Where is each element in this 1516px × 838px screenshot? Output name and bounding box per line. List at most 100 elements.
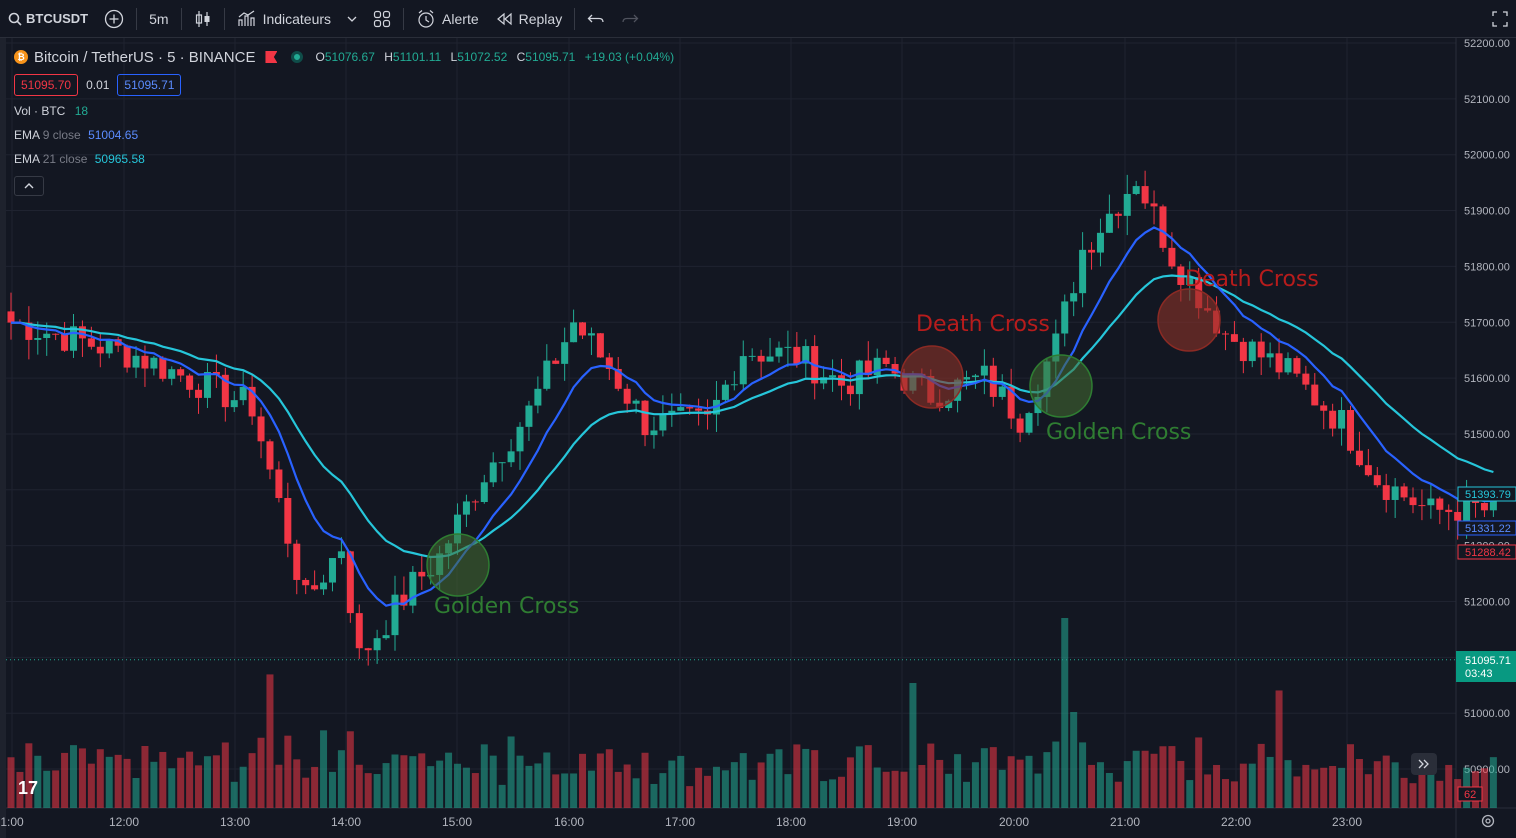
sell-price-button[interactable]: 51095.70 xyxy=(14,74,79,96)
golden-cross-label[interactable]: Golden Cross xyxy=(1046,420,1191,445)
candle-body xyxy=(1275,353,1283,373)
candle-body xyxy=(1016,418,1024,433)
volume-bar xyxy=(1088,764,1096,808)
candle-body xyxy=(337,551,345,559)
volume-bar xyxy=(1132,750,1140,808)
volume-bar xyxy=(230,781,238,808)
volume-bar xyxy=(1311,769,1319,808)
buy-price-button[interactable]: 51095.71 xyxy=(117,74,182,96)
candle-body xyxy=(650,430,658,436)
volume-bar xyxy=(311,766,319,808)
candle-body xyxy=(623,388,631,404)
indicator-ema21[interactable]: EMA 21 close 50965.58 xyxy=(14,152,145,166)
close-value: 51095.71 xyxy=(525,50,576,64)
volume-bar xyxy=(775,749,783,808)
volume-bar xyxy=(177,757,185,808)
fullscreen-button[interactable] xyxy=(1484,0,1516,38)
candle-body xyxy=(1141,186,1149,204)
candle-body xyxy=(605,357,613,369)
volume-bar xyxy=(328,771,336,808)
candle-body xyxy=(507,451,515,463)
golden-cross-marker[interactable] xyxy=(1029,354,1093,418)
volume-bar xyxy=(963,781,971,808)
volume-bar xyxy=(971,762,979,808)
candle-body xyxy=(1266,353,1274,358)
symbol-title[interactable]: Bitcoin / TetherUS · 5 · BINANCE xyxy=(34,48,256,66)
alert-button[interactable]: Alerte xyxy=(408,0,487,38)
volume-bar xyxy=(1293,776,1301,808)
death-cross-label[interactable]: Death Cross xyxy=(916,312,1050,337)
price-tick-label: 52000.00 xyxy=(1464,150,1510,162)
volume-bar xyxy=(1061,618,1069,808)
collapse-legend-button[interactable] xyxy=(14,176,44,196)
candle-body xyxy=(195,389,203,398)
volume-bar xyxy=(596,753,604,808)
volume-bar xyxy=(337,750,345,808)
candle-body xyxy=(1355,450,1363,466)
volume-bar xyxy=(1016,759,1024,808)
volume-bar xyxy=(918,764,926,808)
indicator-volume[interactable]: Vol · BTC 18 xyxy=(14,104,89,118)
indicators-button[interactable]: Indicateurs xyxy=(229,0,339,38)
time-tick-label: 22:00 xyxy=(1221,815,1251,829)
volume-bar xyxy=(641,752,649,808)
volume-bar xyxy=(1480,768,1488,808)
indicator-ema9[interactable]: EMA 9 close 51004.65 xyxy=(14,128,139,142)
volume-bar xyxy=(980,748,988,808)
time-tick-label: 1:00 xyxy=(0,815,24,829)
svg-text:51393.79: 51393.79 xyxy=(1465,489,1511,501)
chart-settings-button[interactable] xyxy=(1480,813,1496,834)
templates-button[interactable] xyxy=(365,0,399,38)
flag-icon[interactable] xyxy=(265,51,278,63)
time-tick-label: 14:00 xyxy=(331,815,361,829)
volume-bar xyxy=(498,784,506,808)
left-drawing-toolbar-edge xyxy=(0,38,6,838)
interval-button[interactable]: 5m xyxy=(149,10,169,27)
candle-body xyxy=(25,322,33,340)
candle-body xyxy=(1114,213,1122,216)
death-cross-label[interactable]: Death Cross xyxy=(1185,267,1319,292)
volume-bar xyxy=(462,767,470,808)
candle-body xyxy=(311,585,319,590)
tradingview-logo[interactable]: 17 xyxy=(18,778,39,798)
candle-body xyxy=(266,441,274,470)
price-tick-label: 51200.00 xyxy=(1464,597,1510,609)
candle-body xyxy=(1132,186,1140,194)
replay-button[interactable]: Replay xyxy=(487,0,571,38)
scroll-to-realtime-button[interactable] xyxy=(1411,753,1437,775)
volume-bar xyxy=(1195,737,1203,808)
chart-type-button[interactable] xyxy=(186,0,220,38)
volume-bar xyxy=(1141,750,1149,808)
symbol-search-button[interactable]: BTCUSDT xyxy=(0,0,96,38)
candle-body xyxy=(1347,410,1354,451)
candle-body xyxy=(980,365,988,376)
volume-bar xyxy=(1123,761,1131,808)
rewind-icon xyxy=(496,12,512,25)
candle-body xyxy=(587,333,595,336)
volume-bar xyxy=(373,774,381,808)
volume-bar xyxy=(543,752,551,808)
compare-symbol-button[interactable] xyxy=(96,0,132,38)
candle-body xyxy=(114,339,122,346)
undo-button[interactable] xyxy=(579,0,613,38)
candle-body xyxy=(855,360,863,395)
death-cross-marker[interactable] xyxy=(1157,288,1221,352)
golden-cross-marker[interactable] xyxy=(426,533,490,597)
indicators-dropdown[interactable] xyxy=(339,0,365,38)
volume-bar xyxy=(1391,762,1399,808)
svg-text:51331.22: 51331.22 xyxy=(1465,523,1511,535)
volume-bar xyxy=(1436,780,1444,808)
volume-bar xyxy=(1445,764,1453,808)
candle-body xyxy=(614,368,622,389)
volume-bar xyxy=(257,737,265,808)
redo-button[interactable] xyxy=(613,0,647,38)
price-chart[interactable]: 52200.00 52100.00 52000.00 51900.00 51800.00… xyxy=(0,38,1516,838)
volume-bar xyxy=(212,755,220,808)
death-cross-marker[interactable] xyxy=(900,345,964,409)
golden-cross-label[interactable]: Golden Cross xyxy=(434,594,579,619)
price-tick-label: 52200.00 xyxy=(1464,38,1510,50)
candle-body xyxy=(1463,493,1471,521)
top-toolbar: BTCUSDT 5m Indicateurs Alerte Replay xyxy=(0,0,1516,38)
candle-body xyxy=(945,400,953,408)
candle-body xyxy=(632,400,640,404)
